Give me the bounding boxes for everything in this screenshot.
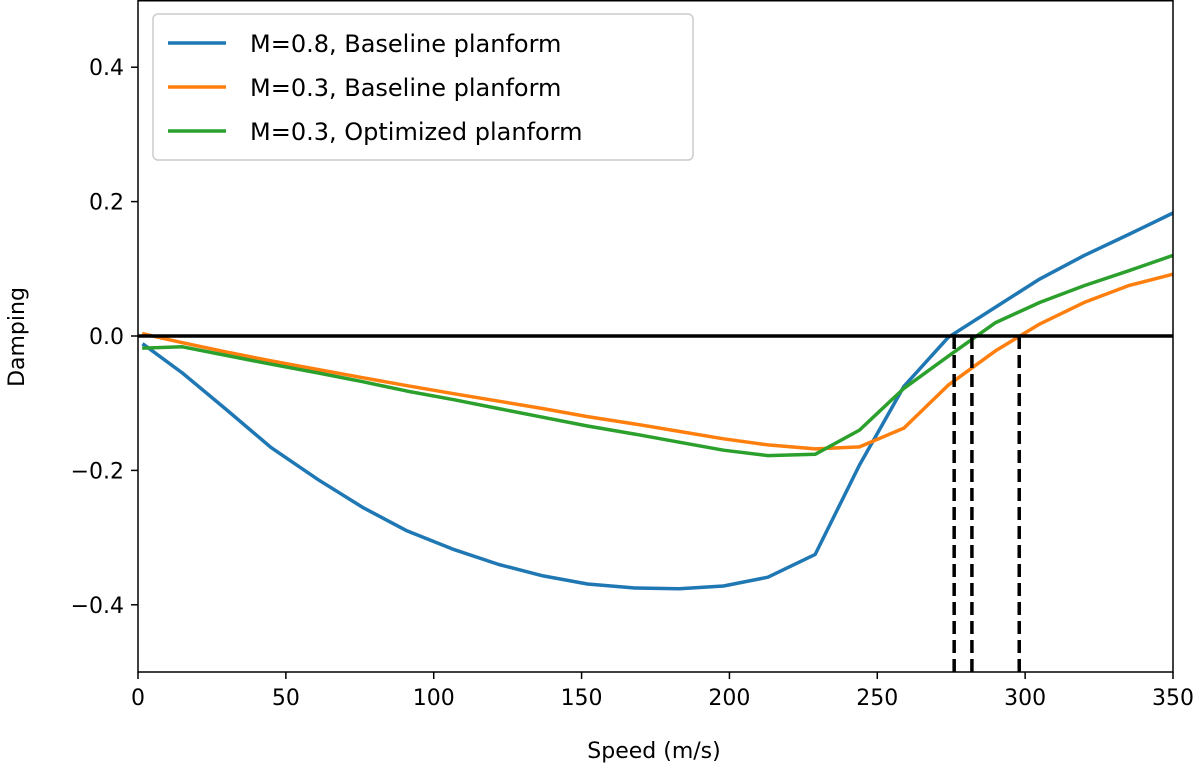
- y-tick-label: 0.2: [89, 191, 124, 216]
- y-tick-label: −0.2: [71, 459, 124, 484]
- series-line-2: [141, 272, 1173, 451]
- series-layer: [141, 211, 1173, 591]
- x-tick-label: 350: [1152, 686, 1194, 711]
- legend-box: [152, 13, 694, 161]
- legend: M=0.8, Baseline planform M=0.3, Baseline …: [152, 13, 694, 161]
- series-line-3: [142, 253, 1173, 458]
- y-tick-label: −0.4: [71, 594, 124, 619]
- series-line-1: [141, 211, 1173, 591]
- x-tick-label: 0: [131, 686, 145, 711]
- x-tick-label: 150: [561, 686, 603, 711]
- y-tick-label: 0.4: [89, 56, 124, 81]
- x-tick-label: 200: [708, 686, 750, 711]
- x-tick-label: 250: [856, 686, 898, 711]
- legend-label: M=0.8, Baseline planform: [250, 30, 561, 58]
- x-tick-label: 50: [272, 686, 300, 711]
- legend-label: M=0.3, Baseline planform: [250, 74, 561, 102]
- legend-label: M=0.3, Optimized planform: [250, 118, 583, 146]
- x-axis-title: Speed (m/s): [587, 739, 720, 764]
- flutter-markers: [952, 336, 1021, 672]
- x-tick-label: 300: [1004, 686, 1046, 711]
- ticks: 0 50 100 150 200 250 300 350 −0.4 −0.2 0.0 0.2 0.4: [71, 56, 1194, 711]
- y-tick-label: 0.0: [89, 325, 124, 350]
- y-axis-title: Damping: [5, 287, 30, 387]
- x-tick-label: 100: [413, 686, 455, 711]
